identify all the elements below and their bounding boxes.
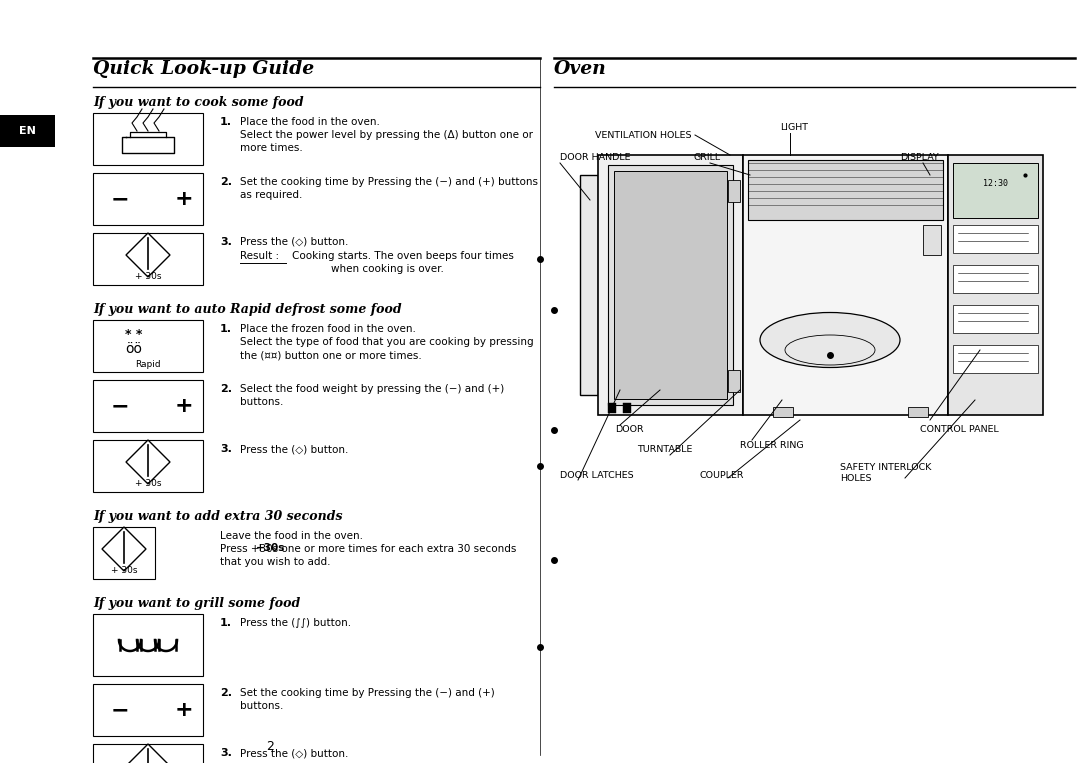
FancyBboxPatch shape [93,527,156,579]
FancyBboxPatch shape [953,345,1038,373]
Text: 2: 2 [266,740,274,753]
Text: * *: * * [125,328,143,341]
Text: 1.: 1. [220,618,232,628]
Text: VENTILATION HOLES: VENTILATION HOLES [595,130,691,140]
Text: EN: EN [18,126,36,136]
Text: Press the (◇) button.: Press the (◇) button. [240,748,349,758]
FancyBboxPatch shape [953,225,1038,253]
Text: If you want to auto Rapid defrost some food: If you want to auto Rapid defrost some f… [93,303,402,316]
Text: + 30s: + 30s [111,566,137,575]
Text: DOOR HANDLE: DOOR HANDLE [561,153,631,163]
FancyBboxPatch shape [93,440,203,492]
FancyBboxPatch shape [93,744,203,763]
Text: Leave the food in the oven.
Press +30s one or more times for each extra 30 secon: Leave the food in the oven. Press +30s o… [220,531,516,568]
Text: + 30s: + 30s [135,272,161,281]
Text: 1.: 1. [220,117,232,127]
FancyBboxPatch shape [608,403,616,413]
Text: GRILL: GRILL [693,153,720,163]
FancyBboxPatch shape [748,160,943,220]
Text: 2.: 2. [220,384,232,394]
Text: Set the cooking time by Pressing the (−) and (+) buttons
as required.: Set the cooking time by Pressing the (−)… [240,177,538,200]
Text: ROLLER RING: ROLLER RING [740,440,804,449]
Text: 12:30: 12:30 [983,179,1008,188]
FancyBboxPatch shape [728,370,740,392]
Text: +: + [175,396,193,416]
FancyBboxPatch shape [908,407,928,417]
Text: Place the frozen food in the oven.
Select the type of food that you are cooking : Place the frozen food in the oven. Selec… [240,324,534,360]
Text: If you want to grill some food: If you want to grill some food [93,597,300,610]
FancyBboxPatch shape [623,403,631,413]
Text: Select the food weight by pressing the (−) and (+)
buttons.: Select the food weight by pressing the (… [240,384,504,407]
Text: Place the food in the oven.
Select the power level by pressing the (Δ) button on: Place the food in the oven. Select the p… [240,117,534,153]
FancyBboxPatch shape [953,265,1038,293]
Text: 3.: 3. [220,748,232,758]
Text: +30s: +30s [256,543,285,553]
Text: If you want to cook some food: If you want to cook some food [93,96,303,109]
Text: SAFETY INTERLOCK
HOLES: SAFETY INTERLOCK HOLES [840,462,931,484]
FancyBboxPatch shape [948,155,1043,415]
Text: Press the (◇) button.: Press the (◇) button. [240,237,349,247]
Text: 3.: 3. [220,237,232,247]
Polygon shape [102,527,146,571]
Text: +: + [175,700,193,720]
Text: +: + [175,189,193,209]
FancyBboxPatch shape [93,233,203,285]
Text: Press the (∫∫) button.: Press the (∫∫) button. [240,618,351,628]
Text: 1.: 1. [220,324,232,334]
FancyBboxPatch shape [580,175,598,395]
Text: Press the (◇) button.: Press the (◇) button. [240,444,349,454]
Text: −: − [111,700,130,720]
Text: CONTROL PANEL: CONTROL PANEL [920,426,999,434]
Text: 2.: 2. [220,688,232,698]
Text: 2.: 2. [220,177,232,187]
Text: DISPLAY: DISPLAY [900,153,939,163]
Text: COUPLER: COUPLER [700,471,744,479]
Text: TURNTABLE: TURNTABLE [637,446,692,455]
Text: öö: öö [125,342,143,356]
Text: DOOR: DOOR [615,426,644,434]
Text: If you want to add extra 30 seconds: If you want to add extra 30 seconds [93,510,342,523]
FancyBboxPatch shape [0,115,55,147]
Text: DOOR LATCHES: DOOR LATCHES [561,471,634,479]
FancyBboxPatch shape [728,180,740,202]
FancyBboxPatch shape [93,113,203,165]
Polygon shape [126,233,170,277]
FancyBboxPatch shape [598,155,743,415]
Text: −: − [111,396,130,416]
Polygon shape [126,440,170,484]
FancyBboxPatch shape [93,614,203,676]
Text: Rapid: Rapid [135,360,161,369]
Text: Oven: Oven [554,60,607,78]
FancyBboxPatch shape [93,684,203,736]
Text: + 30s: + 30s [135,479,161,488]
FancyBboxPatch shape [608,165,733,405]
FancyBboxPatch shape [743,155,948,415]
Text: Quick Look-up Guide: Quick Look-up Guide [93,60,314,78]
Text: Result :: Result : [240,251,279,261]
FancyBboxPatch shape [93,320,203,372]
FancyBboxPatch shape [923,225,941,255]
FancyBboxPatch shape [773,407,793,417]
FancyBboxPatch shape [93,173,203,225]
Text: −: − [111,189,130,209]
FancyBboxPatch shape [615,171,727,399]
FancyBboxPatch shape [953,305,1038,333]
Text: Set the cooking time by Pressing the (−) and (+)
buttons.: Set the cooking time by Pressing the (−)… [240,688,495,711]
Text: LIGHT: LIGHT [780,124,808,133]
Text: Cooking starts. The oven beeps four times
            when cooking is over.: Cooking starts. The oven beeps four time… [292,251,514,274]
Text: 3.: 3. [220,444,232,454]
FancyBboxPatch shape [93,380,203,432]
FancyBboxPatch shape [953,163,1038,218]
Ellipse shape [760,313,900,368]
Polygon shape [126,744,170,763]
